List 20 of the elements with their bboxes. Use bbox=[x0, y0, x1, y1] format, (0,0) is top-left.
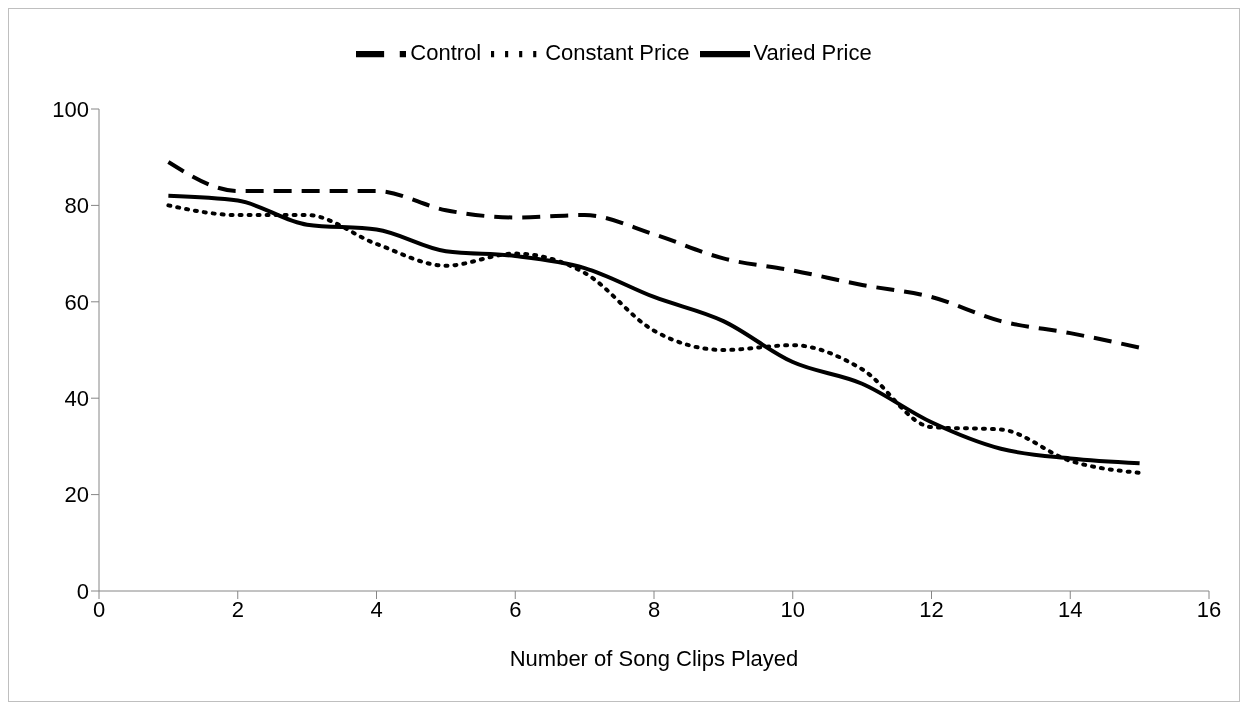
y-tick-label: 0 bbox=[76, 578, 89, 604]
x-tick-label: 12 bbox=[919, 596, 944, 622]
y-tick-label: 20 bbox=[64, 482, 89, 508]
legend-label: Varied Price bbox=[753, 39, 872, 65]
y-tick-label: 60 bbox=[64, 289, 89, 315]
legend-label: Constant Price bbox=[545, 39, 690, 65]
x-tick-label: 0 bbox=[92, 596, 106, 622]
x-tick-label: 2 bbox=[231, 596, 244, 622]
x-tick-label: 16 bbox=[1196, 596, 1222, 622]
y-tick-label: 100 bbox=[52, 96, 89, 122]
y-tick-label: 80 bbox=[64, 193, 89, 219]
line-series bbox=[166, 160, 1142, 350]
x-tick-label: 14 bbox=[1058, 596, 1083, 622]
x-tick-label: 10 bbox=[780, 596, 805, 622]
x-tick-label: 6 bbox=[509, 596, 522, 622]
x-axis-title: Number of Song Clips Played bbox=[509, 646, 799, 671]
x-tick-label: 4 bbox=[370, 596, 383, 622]
legend-label: Control bbox=[410, 39, 482, 65]
y-tick-label: 40 bbox=[64, 386, 89, 412]
x-tick-label: 8 bbox=[647, 596, 661, 622]
